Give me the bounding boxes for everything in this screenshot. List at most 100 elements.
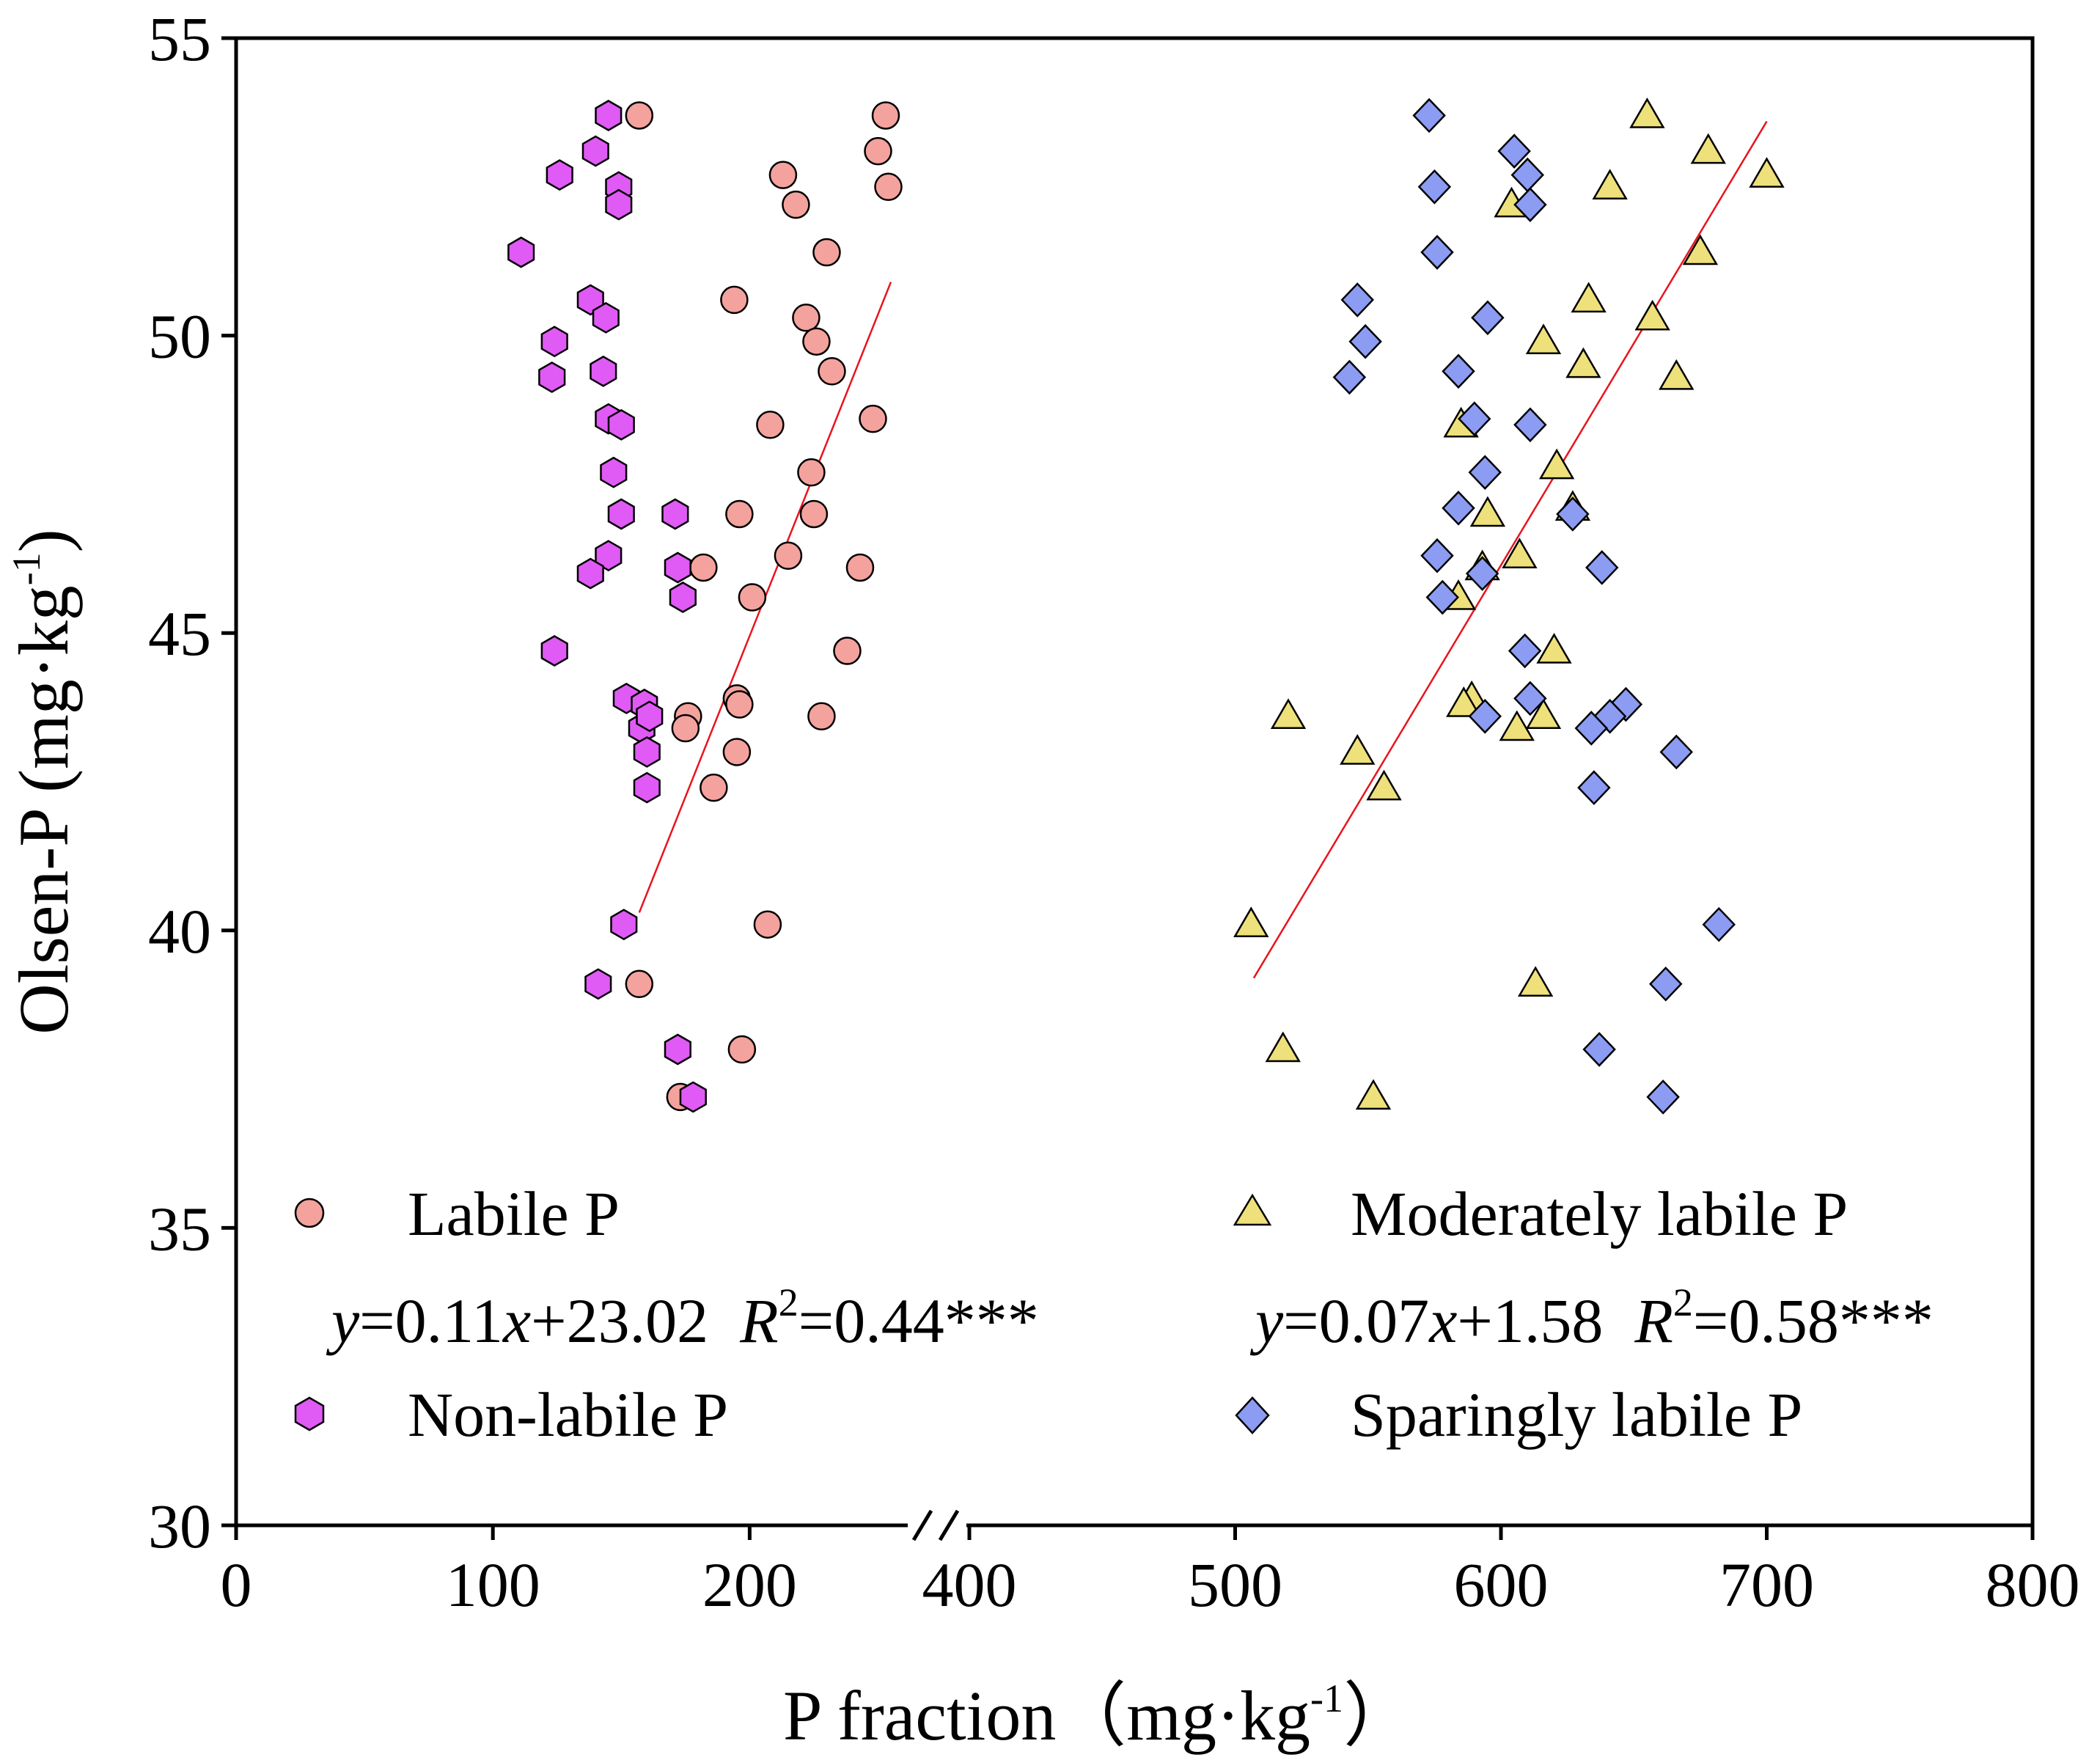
point-triangle	[1469, 496, 1506, 527]
point-circle	[725, 690, 754, 719]
point-circle	[768, 161, 798, 189]
point-circle	[792, 304, 820, 332]
point-triangle	[1525, 698, 1562, 730]
point-hexagon	[669, 582, 697, 613]
point-circle	[700, 773, 728, 802]
point-hexagon	[540, 326, 568, 358]
point-diamond	[1585, 550, 1619, 585]
point-triangle	[1265, 1031, 1301, 1063]
point-hexagon	[576, 557, 604, 590]
y-tick-label: 30	[148, 1491, 211, 1561]
point-triangle	[1499, 710, 1535, 741]
point-triangle	[1366, 769, 1402, 801]
point-circle	[859, 404, 887, 433]
point-diamond	[1442, 491, 1475, 526]
point-diamond	[1556, 496, 1590, 532]
equation-left: y=0.11x+23.02 R2=0.44***	[326, 1280, 1039, 1356]
point-diamond	[1513, 681, 1547, 716]
legend-marker-hexagon	[294, 1396, 325, 1431]
legend-label-labile-p: Labile P	[408, 1178, 620, 1249]
x-axis-title: P fraction（mg·kg-1）	[783, 1676, 1414, 1755]
legend-label-non-labile-p: Non-labile P	[408, 1379, 728, 1450]
point-diamond	[1442, 353, 1475, 389]
series-sparingly-labile-p	[1332, 98, 1736, 1115]
fit-line-right	[1252, 120, 1768, 979]
x-tick-label: 200	[702, 1550, 797, 1620]
point-diamond	[1471, 300, 1505, 336]
point-hexagon	[592, 301, 620, 334]
y-tick-label: 45	[148, 598, 211, 669]
y-tick-label: 40	[148, 896, 211, 967]
point-circle	[738, 583, 767, 612]
legend-marker-triangle	[1233, 1193, 1272, 1226]
y-tick-label: 55	[148, 4, 211, 74]
series-non-labile-p	[507, 100, 707, 1113]
point-triangle	[1517, 966, 1554, 997]
point-diamond	[1646, 1079, 1680, 1115]
point-triangle	[1749, 157, 1785, 188]
point-diamond	[1465, 556, 1499, 591]
x-tick-label: 700	[1719, 1550, 1814, 1620]
point-diamond	[1420, 538, 1454, 573]
point-hexagon	[538, 361, 566, 393]
point-circle	[725, 499, 754, 529]
point-diamond	[1468, 698, 1502, 734]
point-hexagon	[605, 188, 633, 221]
point-triangle	[1565, 347, 1601, 378]
legend-item-sparingly-labile-p: Sparingly labile P	[1235, 1379, 1802, 1450]
point-triangle	[1502, 538, 1538, 568]
point-hexagon	[584, 968, 612, 1000]
point-triangle	[1634, 299, 1670, 331]
point-triangle	[1355, 1079, 1392, 1110]
x-tick-label: 0	[221, 1550, 252, 1620]
x-tick-label: 500	[1188, 1550, 1282, 1620]
point-circle	[864, 136, 892, 166]
point-hexagon	[595, 540, 623, 572]
x-tick-label: 100	[446, 1550, 540, 1620]
x-tick-label: 400	[922, 1550, 1017, 1620]
point-diamond	[1458, 401, 1491, 436]
point-circle	[722, 738, 752, 766]
point-hexagon	[600, 456, 628, 488]
axis-break-mark	[908, 1509, 966, 1541]
point-circle	[625, 969, 654, 999]
point-diamond	[1412, 98, 1446, 133]
point-circle	[774, 541, 803, 570]
y-axis-title: Olsen-P (mg·kg-1)	[4, 529, 83, 1034]
point-diamond	[1702, 906, 1736, 942]
legend-label-moderately-labile-p: Moderately labile P	[1351, 1178, 1848, 1249]
point-hexagon	[664, 1033, 691, 1066]
point-triangle	[1592, 169, 1628, 200]
point-diamond	[1332, 359, 1367, 395]
data-points	[507, 97, 1785, 1115]
legend-item-labile-p: Labile P	[294, 1178, 620, 1249]
point-triangle	[1270, 698, 1307, 730]
axes: 30 35 40 45 50 55 0 100 200 400 500 600 700 800	[148, 4, 2080, 1620]
point-diamond	[1659, 734, 1693, 770]
point-circle	[874, 172, 903, 202]
point-hexagon	[546, 159, 573, 191]
point-diamond	[1574, 711, 1608, 746]
point-triangle	[1682, 234, 1719, 265]
point-triangle	[1629, 97, 1665, 128]
legend-marker-diamond	[1235, 1396, 1270, 1434]
point-diamond	[1348, 323, 1382, 359]
point-circle	[756, 411, 785, 439]
point-hexagon	[661, 498, 689, 530]
point-hexagon	[633, 771, 661, 804]
point-circle	[799, 499, 829, 529]
point-triangle	[1690, 133, 1726, 164]
point-hexagon	[679, 1081, 707, 1113]
point-diamond	[1582, 1032, 1616, 1067]
point-circle	[871, 101, 900, 130]
point-hexagon	[590, 355, 617, 387]
point-triangle	[1233, 906, 1269, 937]
point-circle	[818, 357, 846, 386]
series-labile-p	[625, 101, 903, 1112]
point-circle	[727, 1035, 757, 1064]
point-circle	[689, 553, 718, 582]
x-tick-label: 800	[1986, 1550, 2080, 1620]
point-diamond	[1513, 187, 1547, 222]
point-circle	[797, 458, 826, 487]
